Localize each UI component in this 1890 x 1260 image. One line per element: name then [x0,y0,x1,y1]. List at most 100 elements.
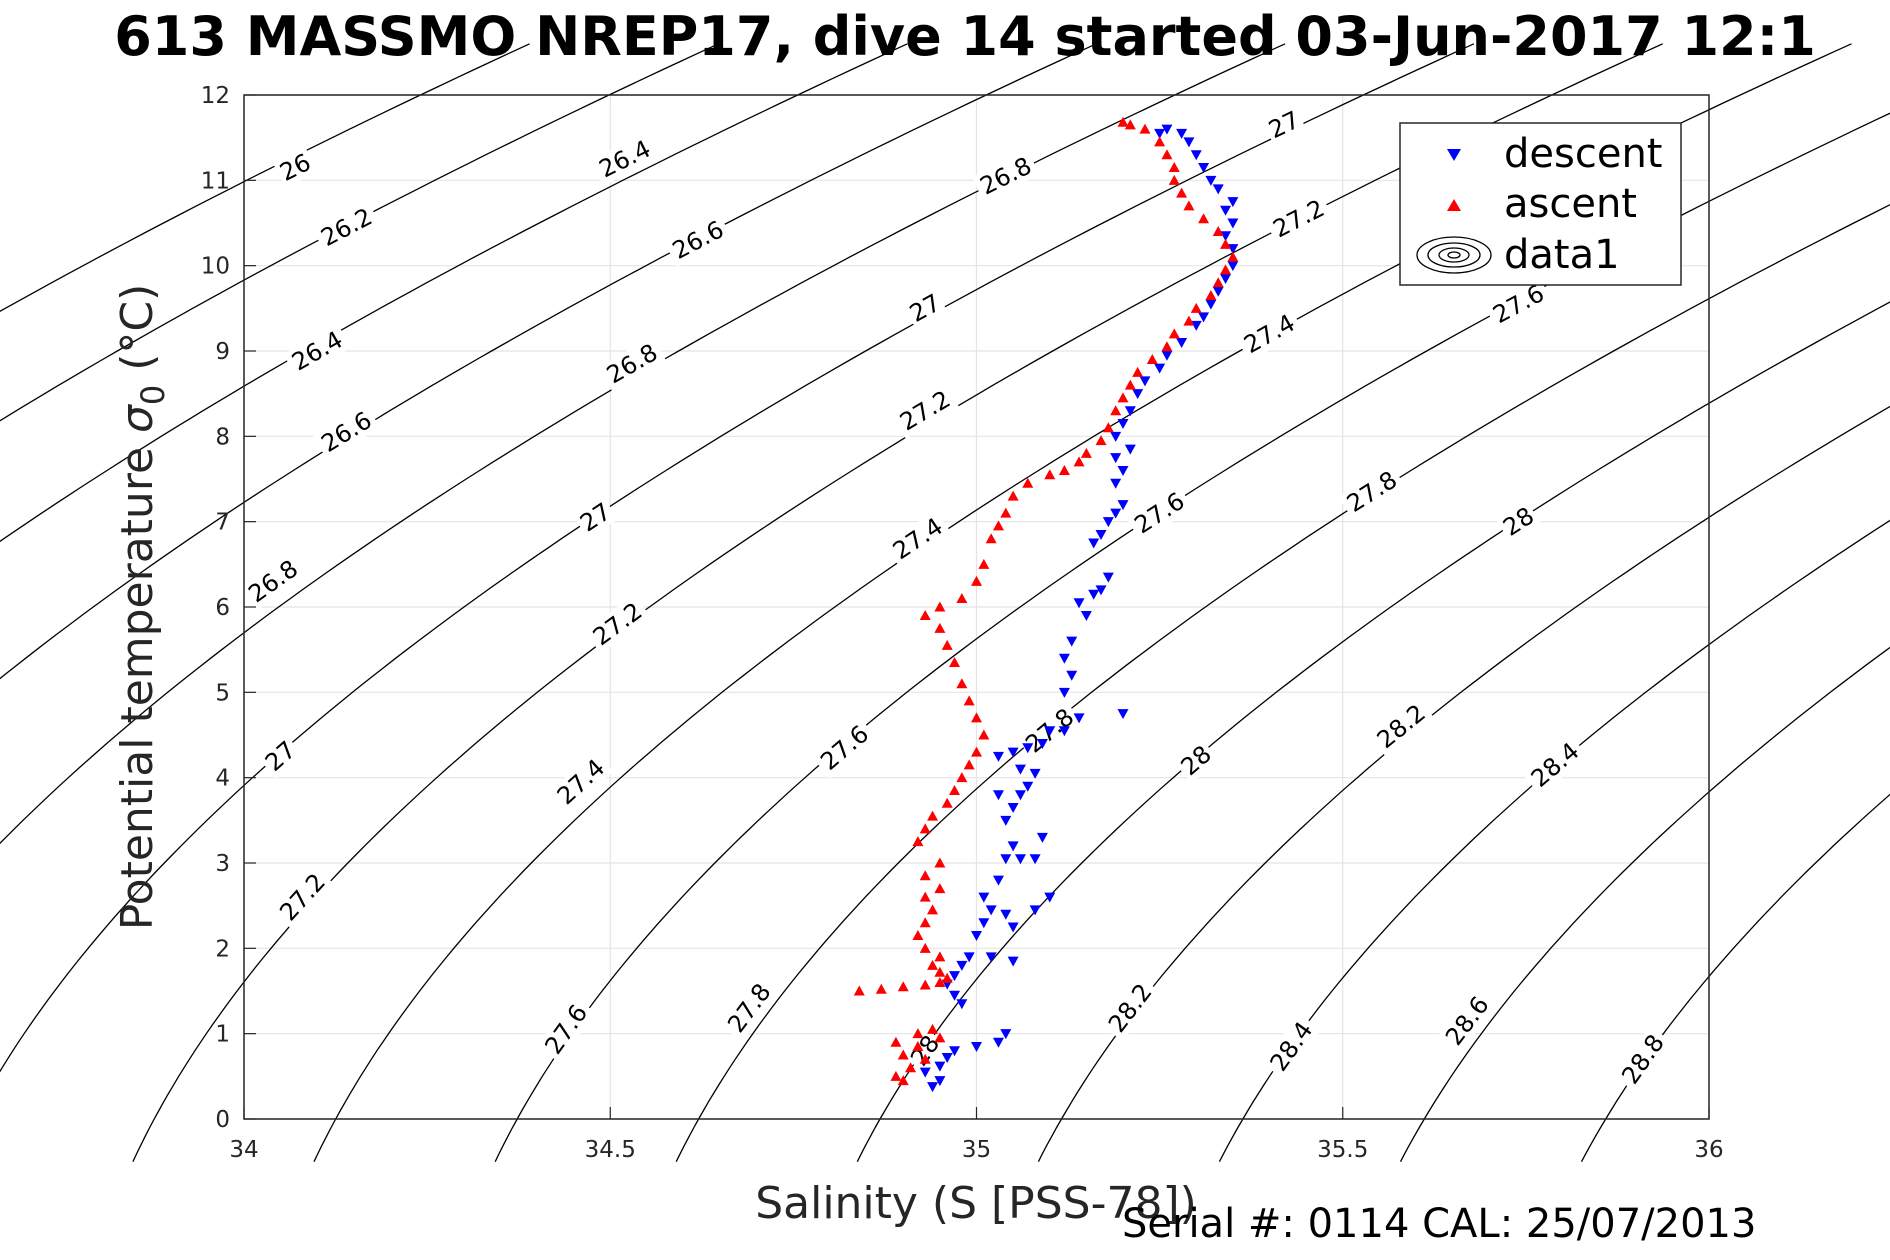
descent-point [992,1037,1004,1048]
isopycnal-label-bg [1484,277,1553,332]
descent-point [934,1061,946,1072]
descent-point [1066,670,1078,681]
descent-point [992,875,1004,886]
isopycnal-contour-line [1399,646,1890,1163]
isopycnal-contour-line [1037,405,1890,1162]
isopycnal-label-bg [891,382,959,439]
descent-point [1000,1029,1012,1040]
descent-point [1007,956,1019,967]
descent-point [978,918,990,929]
descent-point [971,931,982,942]
ascent-point [897,1075,909,1086]
isopycnal-contour-line [1218,519,1890,1163]
ascent-point [890,1070,902,1081]
ascent-point [1117,392,1129,403]
x-tick-label: 35.5 [1317,1137,1368,1163]
y-tick-label: 7 [215,510,230,536]
isopycnal-contour-line [0,43,1286,845]
descent-point [949,971,961,982]
descent-point [956,999,968,1010]
isopycnal-label-bg [1235,306,1304,362]
isopycnal-label-bg [903,1027,947,1074]
legend-data1-label: data1 [1504,232,1620,278]
ascent-point [1058,464,1070,475]
ascent-point [1161,149,1173,160]
y-tick-label: 0 [215,1107,230,1133]
descent-point [992,751,1004,762]
ascent-point [1168,162,1180,173]
descent-point [1110,478,1122,489]
descent-point [1036,739,1048,750]
descent-point [1176,337,1188,348]
y-tick-label: 10 [201,254,230,280]
isopycnal-label-bg [1522,734,1588,796]
isopycnal-label-bg [1100,974,1161,1042]
ascent-point [971,575,982,586]
descent-point [1227,244,1239,255]
isopycnal-label-bg [312,200,381,255]
ascent-point [934,601,946,612]
descent-point [949,1046,961,1057]
ascent-point [853,985,865,996]
y-tick-label: 3 [215,851,230,877]
descent-point [1102,517,1114,528]
descent-point [1102,572,1114,583]
isopycnal-label-bg [548,750,614,814]
isopycnal-label-bg [272,146,318,189]
descent-point [1154,128,1166,139]
descent-point [1029,854,1041,865]
grid-lines [243,94,1710,1120]
descent-point [927,1082,939,1093]
descent-point [1058,726,1070,737]
descent-point [1227,261,1239,272]
y-axis-label-unit: (°C) [112,284,163,385]
descent-point [1058,687,1070,698]
isopycnal-label-bg [312,403,381,461]
isopycnal-label-bg [884,509,952,568]
ascent-point [897,1049,909,1060]
descent-point [1198,163,1210,174]
descent-point [941,1053,953,1064]
descent-point [1183,137,1195,148]
descent-point [1007,841,1019,852]
ascent-point [912,836,924,847]
descent-point [1014,790,1026,801]
x-tick-label: 35 [962,1137,991,1163]
ascent-point [956,592,968,603]
ascent-point [978,729,990,740]
y-axis-label-main: Potential temperature [112,433,163,930]
ascent-point [919,979,931,990]
ascent-point [1183,315,1195,326]
descent-point [1088,538,1100,549]
isopycnal-label-bg [1613,1025,1673,1093]
descent-point [956,960,968,971]
ascent-point [1168,328,1180,339]
descent-point [1066,636,1078,647]
x-axis-label: Salinity (S [PSS-78]) [755,1178,1197,1229]
descent-point [1044,892,1056,903]
descent-point [1014,854,1026,865]
descent-point [1007,922,1019,933]
ascent-point [941,972,953,983]
isopycnal-label-bg [239,552,307,611]
ascent-point [1190,302,1202,313]
chart-title: 613 MASSMO NREP17, dive 14 started 03-Ju… [114,5,1816,68]
ascent-point [949,784,961,795]
descent-point [1161,124,1173,135]
descent-point [1000,815,1012,826]
descent-point [1073,598,1085,609]
descent-point [1110,453,1122,464]
isopycnal-contour-line [856,301,1890,1162]
isopycnal-label-bg [1264,192,1333,246]
ascent-point [1212,277,1224,288]
descent-point [1000,854,1012,865]
isopycnal-label-bg [902,287,948,330]
descent-point [978,892,990,903]
descent-point [1161,350,1173,361]
ascent-point [912,1028,924,1039]
ascent-point [956,772,968,783]
ascent-point [1124,379,1136,390]
ascent-point [1220,238,1232,249]
ascent-point [927,959,939,970]
